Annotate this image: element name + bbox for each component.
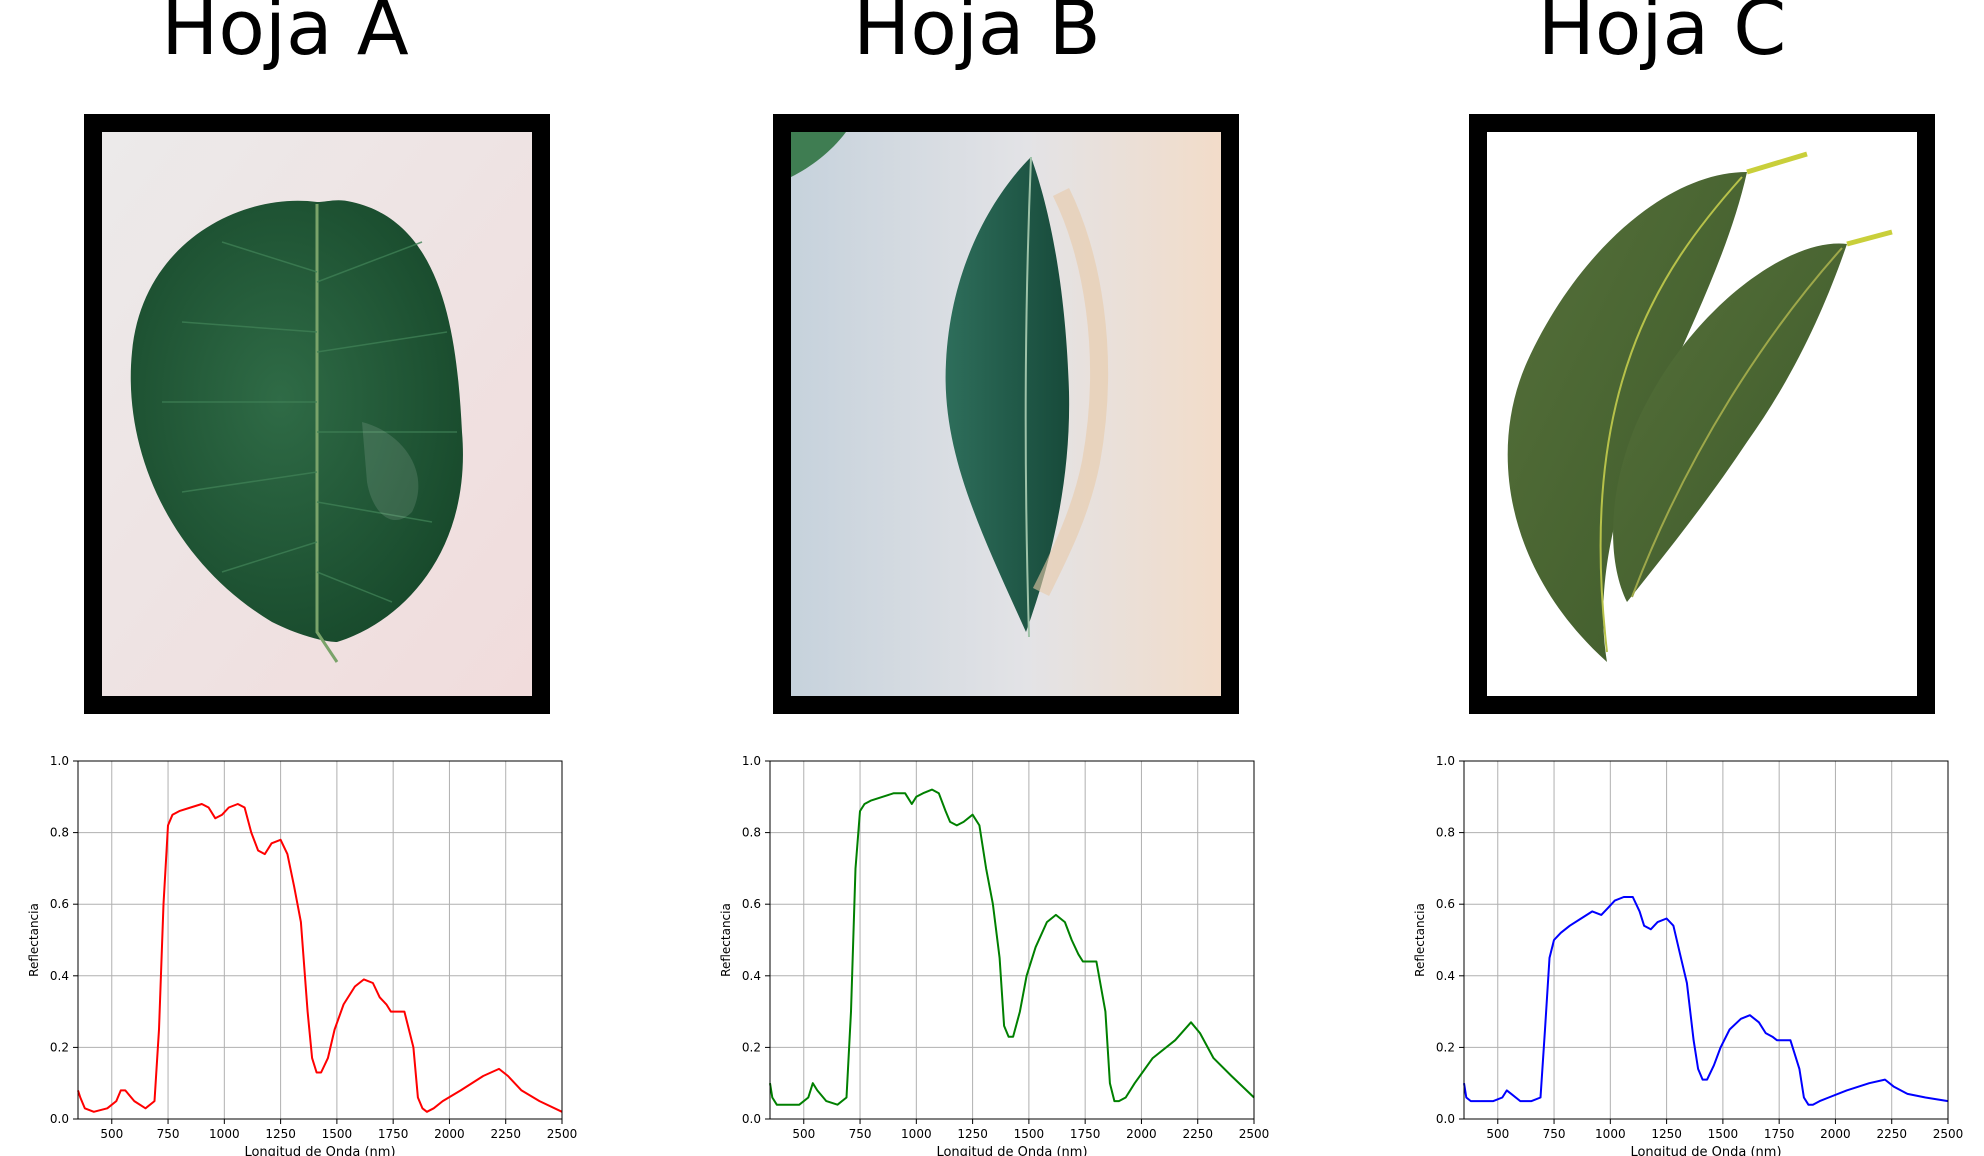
reflectance-series-line — [77, 803, 563, 1113]
x-tick-label: 500 — [1486, 1127, 1509, 1141]
reflectance-chart-b: 0.0 0.2 0.4 0.6 0.8 1.0 500 750 1000 1250 1500 1750… — [719, 754, 1270, 1156]
y-tick-label: 0.2 — [50, 1040, 69, 1054]
x-tick-label: 2000 — [434, 1127, 465, 1141]
x-tick-label: 2250 — [1876, 1127, 1907, 1141]
x-tick-label: 2500 — [547, 1127, 578, 1141]
photo-frame-a — [84, 114, 550, 714]
y-tick-label: 0.6 — [50, 897, 69, 911]
x-tick-label: 1750 — [1764, 1127, 1795, 1141]
plot-frame — [77, 760, 563, 1120]
broad-oval-leaf-photo — [102, 132, 532, 696]
plot-area — [770, 761, 1254, 1119]
reflectance-series-line — [1463, 896, 1949, 1106]
y-tick-label: 0.4 — [50, 969, 69, 983]
photo-frame-b — [773, 114, 1239, 714]
y-axis-label: Reflectancia — [27, 903, 41, 977]
title-hoja-c: Hoja C — [1537, 0, 1787, 72]
plot-area — [78, 761, 562, 1119]
reflectance-chart-c: 0.0 0.2 0.4 0.6 0.8 1.0 500 750 1000 1250 1500 1750… — [1413, 754, 1964, 1156]
y-tick-label: 0.6 — [1436, 897, 1455, 911]
y-tick-label: 0.2 — [1436, 1040, 1455, 1054]
lanceolate-leaf-photo — [791, 132, 1221, 696]
plot-frame — [1463, 760, 1949, 1120]
photo-frame-c — [1469, 114, 1935, 714]
y-tick-label: 1.0 — [1436, 754, 1455, 768]
y-tick-label: 0.0 — [1436, 1112, 1455, 1126]
x-tick-label: 1250 — [957, 1127, 988, 1141]
plot-area — [1464, 761, 1948, 1119]
y-tick-label: 0.6 — [742, 897, 761, 911]
x-tick-label: 750 — [849, 1127, 872, 1141]
x-tick-label: 2000 — [1126, 1127, 1157, 1141]
x-axis-label: Longitud de Onda (nm) — [1630, 1145, 1781, 1156]
reflectance-chart-a: 0.0 0.2 0.4 0.6 0.8 1.0 500 750 1000 1250 1500 1750… — [27, 754, 578, 1156]
x-tick-label: 500 — [100, 1127, 123, 1141]
x-tick-label: 1500 — [1014, 1127, 1045, 1141]
y-tick-label: 0.0 — [50, 1112, 69, 1126]
x-tick-label: 2500 — [1239, 1127, 1270, 1141]
x-tick-label: 1000 — [209, 1127, 240, 1141]
x-tick-label: 1000 — [901, 1127, 932, 1141]
x-tick-label: 1500 — [322, 1127, 353, 1141]
y-tick-label: 0.8 — [50, 826, 69, 840]
y-tick-label: 0.0 — [742, 1112, 761, 1126]
x-tick-label: 2250 — [1182, 1127, 1213, 1141]
x-tick-label: 2250 — [490, 1127, 521, 1141]
x-axis-label: Longitud de Onda (nm) — [936, 1145, 1087, 1156]
y-tick-label: 0.4 — [1436, 969, 1455, 983]
x-tick-label: 2000 — [1820, 1127, 1851, 1141]
x-tick-label: 2500 — [1933, 1127, 1964, 1141]
x-tick-label: 1750 — [1070, 1127, 1101, 1141]
x-tick-label: 1500 — [1708, 1127, 1739, 1141]
eucalyptus-leaves-photo — [1487, 132, 1917, 696]
x-tick-label: 500 — [792, 1127, 815, 1141]
y-tick-label: 1.0 — [742, 754, 761, 768]
y-tick-label: 0.2 — [742, 1040, 761, 1054]
plot-frame — [769, 760, 1255, 1120]
x-tick-label: 750 — [1543, 1127, 1566, 1141]
y-tick-label: 1.0 — [50, 754, 69, 768]
x-tick-label: 1250 — [265, 1127, 296, 1141]
y-tick-label: 0.8 — [1436, 826, 1455, 840]
reflectance-series-line — [769, 788, 1255, 1106]
y-tick-label: 0.4 — [742, 969, 761, 983]
x-axis-label: Longitud de Onda (nm) — [244, 1145, 395, 1156]
x-tick-label: 1000 — [1595, 1127, 1626, 1141]
x-tick-label: 1750 — [378, 1127, 409, 1141]
x-tick-label: 750 — [157, 1127, 180, 1141]
x-tick-label: 1250 — [1651, 1127, 1682, 1141]
y-axis-label: Reflectancia — [719, 903, 733, 977]
y-axis-label: Reflectancia — [1413, 903, 1427, 977]
title-hoja-b: Hoja B — [853, 0, 1101, 72]
y-tick-label: 0.8 — [742, 826, 761, 840]
title-hoja-a: Hoja A — [161, 0, 409, 72]
